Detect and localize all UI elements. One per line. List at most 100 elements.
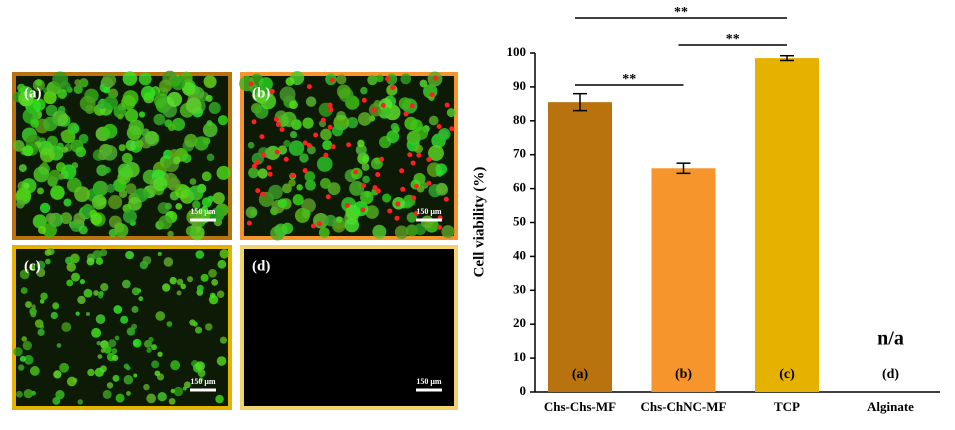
cell [414,144,423,154]
dead-cell [254,159,260,165]
cell [106,382,114,389]
cell [357,139,365,148]
dead-cell [395,201,401,207]
cell [79,279,86,285]
cell [101,144,118,161]
cell [138,72,152,86]
dead-cell [360,207,366,213]
cell [167,230,174,238]
cell [128,119,144,136]
dead-cell [260,191,266,197]
cell [208,101,221,114]
cell [91,194,107,210]
cell [162,283,171,292]
cell [44,249,52,256]
cell [83,288,93,298]
cell [346,117,359,129]
cell [122,71,138,86]
cell [281,222,294,235]
cell [217,115,229,126]
cell [407,131,420,144]
cell [106,183,116,193]
cell [196,284,204,292]
cell [281,183,292,194]
dead-cell [279,127,285,133]
cell [258,77,273,92]
cell [157,391,167,402]
cell [441,225,455,239]
cell [79,95,96,112]
cell [245,206,258,219]
cell [60,212,73,225]
cell [192,321,198,327]
cell [289,100,298,110]
cell [95,257,104,265]
dead-cell [429,92,435,98]
cell [157,251,162,256]
error-bar [676,162,691,175]
cell [367,74,378,86]
cell [187,276,194,283]
cell [30,311,37,318]
panel-label: (c) [24,258,41,274]
cell [23,182,30,189]
cell [85,312,90,317]
cell [20,287,28,295]
cell [52,71,69,88]
scale-label: 150 μm [416,207,442,216]
cell [207,195,215,203]
cell [126,327,136,336]
cell [66,279,74,287]
dead-cell [329,77,335,83]
cell [288,140,305,156]
cell [281,111,297,127]
cell [102,389,112,399]
dead-cell [323,152,329,158]
cell [39,299,45,304]
dead-cell [394,215,400,221]
cell [78,225,88,235]
dead-cell [283,156,289,162]
dead-cell [410,160,416,166]
cell [197,369,206,378]
dead-cell [266,165,272,171]
cell [73,84,83,95]
cell [139,260,149,270]
cell [394,225,409,239]
cell [173,386,184,397]
dead-cell [255,188,261,194]
cell [143,383,150,391]
dead-cell [426,156,432,162]
y-tick-label: 70 [513,146,526,161]
cell [195,250,205,259]
y-tick-label: 100 [507,44,527,59]
cell [201,171,212,182]
panel-label: (a) [24,85,42,101]
dead-cell [416,152,422,158]
cell [100,283,109,292]
cell [148,336,154,343]
cell [200,273,209,282]
cell [37,187,44,195]
cell [25,301,32,308]
cell [146,393,157,404]
dead-cell [267,171,273,177]
cell [365,205,379,219]
dead-cell [273,116,279,122]
cell [144,130,159,145]
dead-cell [371,107,377,113]
cell [131,287,140,296]
cell [336,216,343,223]
cell [344,217,360,233]
cell [360,190,374,205]
cell [113,105,127,119]
cell [121,279,131,289]
cell [121,95,136,110]
dead-cell [407,152,413,158]
cell [17,83,26,92]
cell [173,156,181,165]
cell [32,98,46,112]
cell [125,183,137,195]
cell [108,339,117,348]
cell [166,321,173,327]
